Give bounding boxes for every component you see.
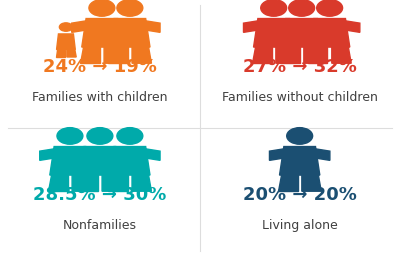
Text: 27% → 32%: 27% → 32% [243, 58, 357, 76]
Polygon shape [282, 18, 322, 47]
Polygon shape [278, 175, 298, 191]
Polygon shape [300, 21, 314, 32]
Polygon shape [252, 47, 272, 63]
Polygon shape [82, 18, 122, 47]
Text: 24% → 19%: 24% → 19% [43, 58, 157, 76]
Circle shape [261, 0, 287, 16]
Polygon shape [146, 21, 160, 32]
Polygon shape [80, 146, 120, 175]
Polygon shape [116, 149, 130, 160]
Polygon shape [304, 47, 323, 63]
Polygon shape [70, 149, 84, 160]
Polygon shape [100, 149, 114, 160]
Circle shape [317, 0, 342, 16]
Polygon shape [100, 21, 114, 32]
Polygon shape [332, 47, 351, 63]
Polygon shape [254, 18, 294, 47]
Polygon shape [276, 47, 295, 63]
Polygon shape [290, 21, 304, 32]
Polygon shape [56, 49, 65, 57]
Polygon shape [280, 47, 300, 63]
Polygon shape [78, 175, 98, 191]
Text: Families without children: Families without children [222, 91, 378, 104]
Circle shape [117, 0, 143, 16]
Text: Families with children: Families with children [32, 91, 168, 104]
Polygon shape [132, 175, 152, 191]
Polygon shape [104, 47, 124, 63]
Polygon shape [108, 47, 128, 63]
Polygon shape [72, 175, 92, 191]
Polygon shape [108, 175, 128, 191]
Circle shape [289, 0, 315, 16]
Polygon shape [48, 175, 68, 191]
Polygon shape [86, 149, 100, 160]
Text: 20% → 20%: 20% → 20% [243, 186, 357, 204]
Polygon shape [118, 21, 132, 32]
Circle shape [59, 23, 72, 31]
Polygon shape [316, 149, 330, 160]
Circle shape [89, 0, 115, 16]
Polygon shape [132, 47, 152, 63]
Polygon shape [308, 47, 328, 63]
Polygon shape [280, 146, 320, 175]
Polygon shape [56, 34, 75, 49]
Polygon shape [102, 175, 122, 191]
Circle shape [87, 128, 113, 144]
Polygon shape [270, 149, 284, 160]
Circle shape [287, 128, 313, 144]
Polygon shape [80, 47, 100, 63]
Polygon shape [110, 18, 150, 47]
Polygon shape [272, 21, 286, 32]
Polygon shape [302, 175, 321, 191]
Polygon shape [146, 149, 160, 160]
Polygon shape [318, 21, 332, 32]
Text: Living alone: Living alone [262, 219, 338, 232]
Polygon shape [40, 149, 54, 160]
Polygon shape [310, 18, 350, 47]
Text: 28.5% → 30%: 28.5% → 30% [33, 186, 166, 204]
Polygon shape [72, 21, 86, 32]
Polygon shape [110, 146, 150, 175]
Polygon shape [346, 21, 360, 32]
Polygon shape [67, 49, 76, 57]
Circle shape [57, 128, 83, 144]
Polygon shape [244, 21, 258, 32]
Polygon shape [50, 146, 90, 175]
Circle shape [117, 128, 143, 144]
Text: Nonfamilies: Nonfamilies [63, 219, 137, 232]
